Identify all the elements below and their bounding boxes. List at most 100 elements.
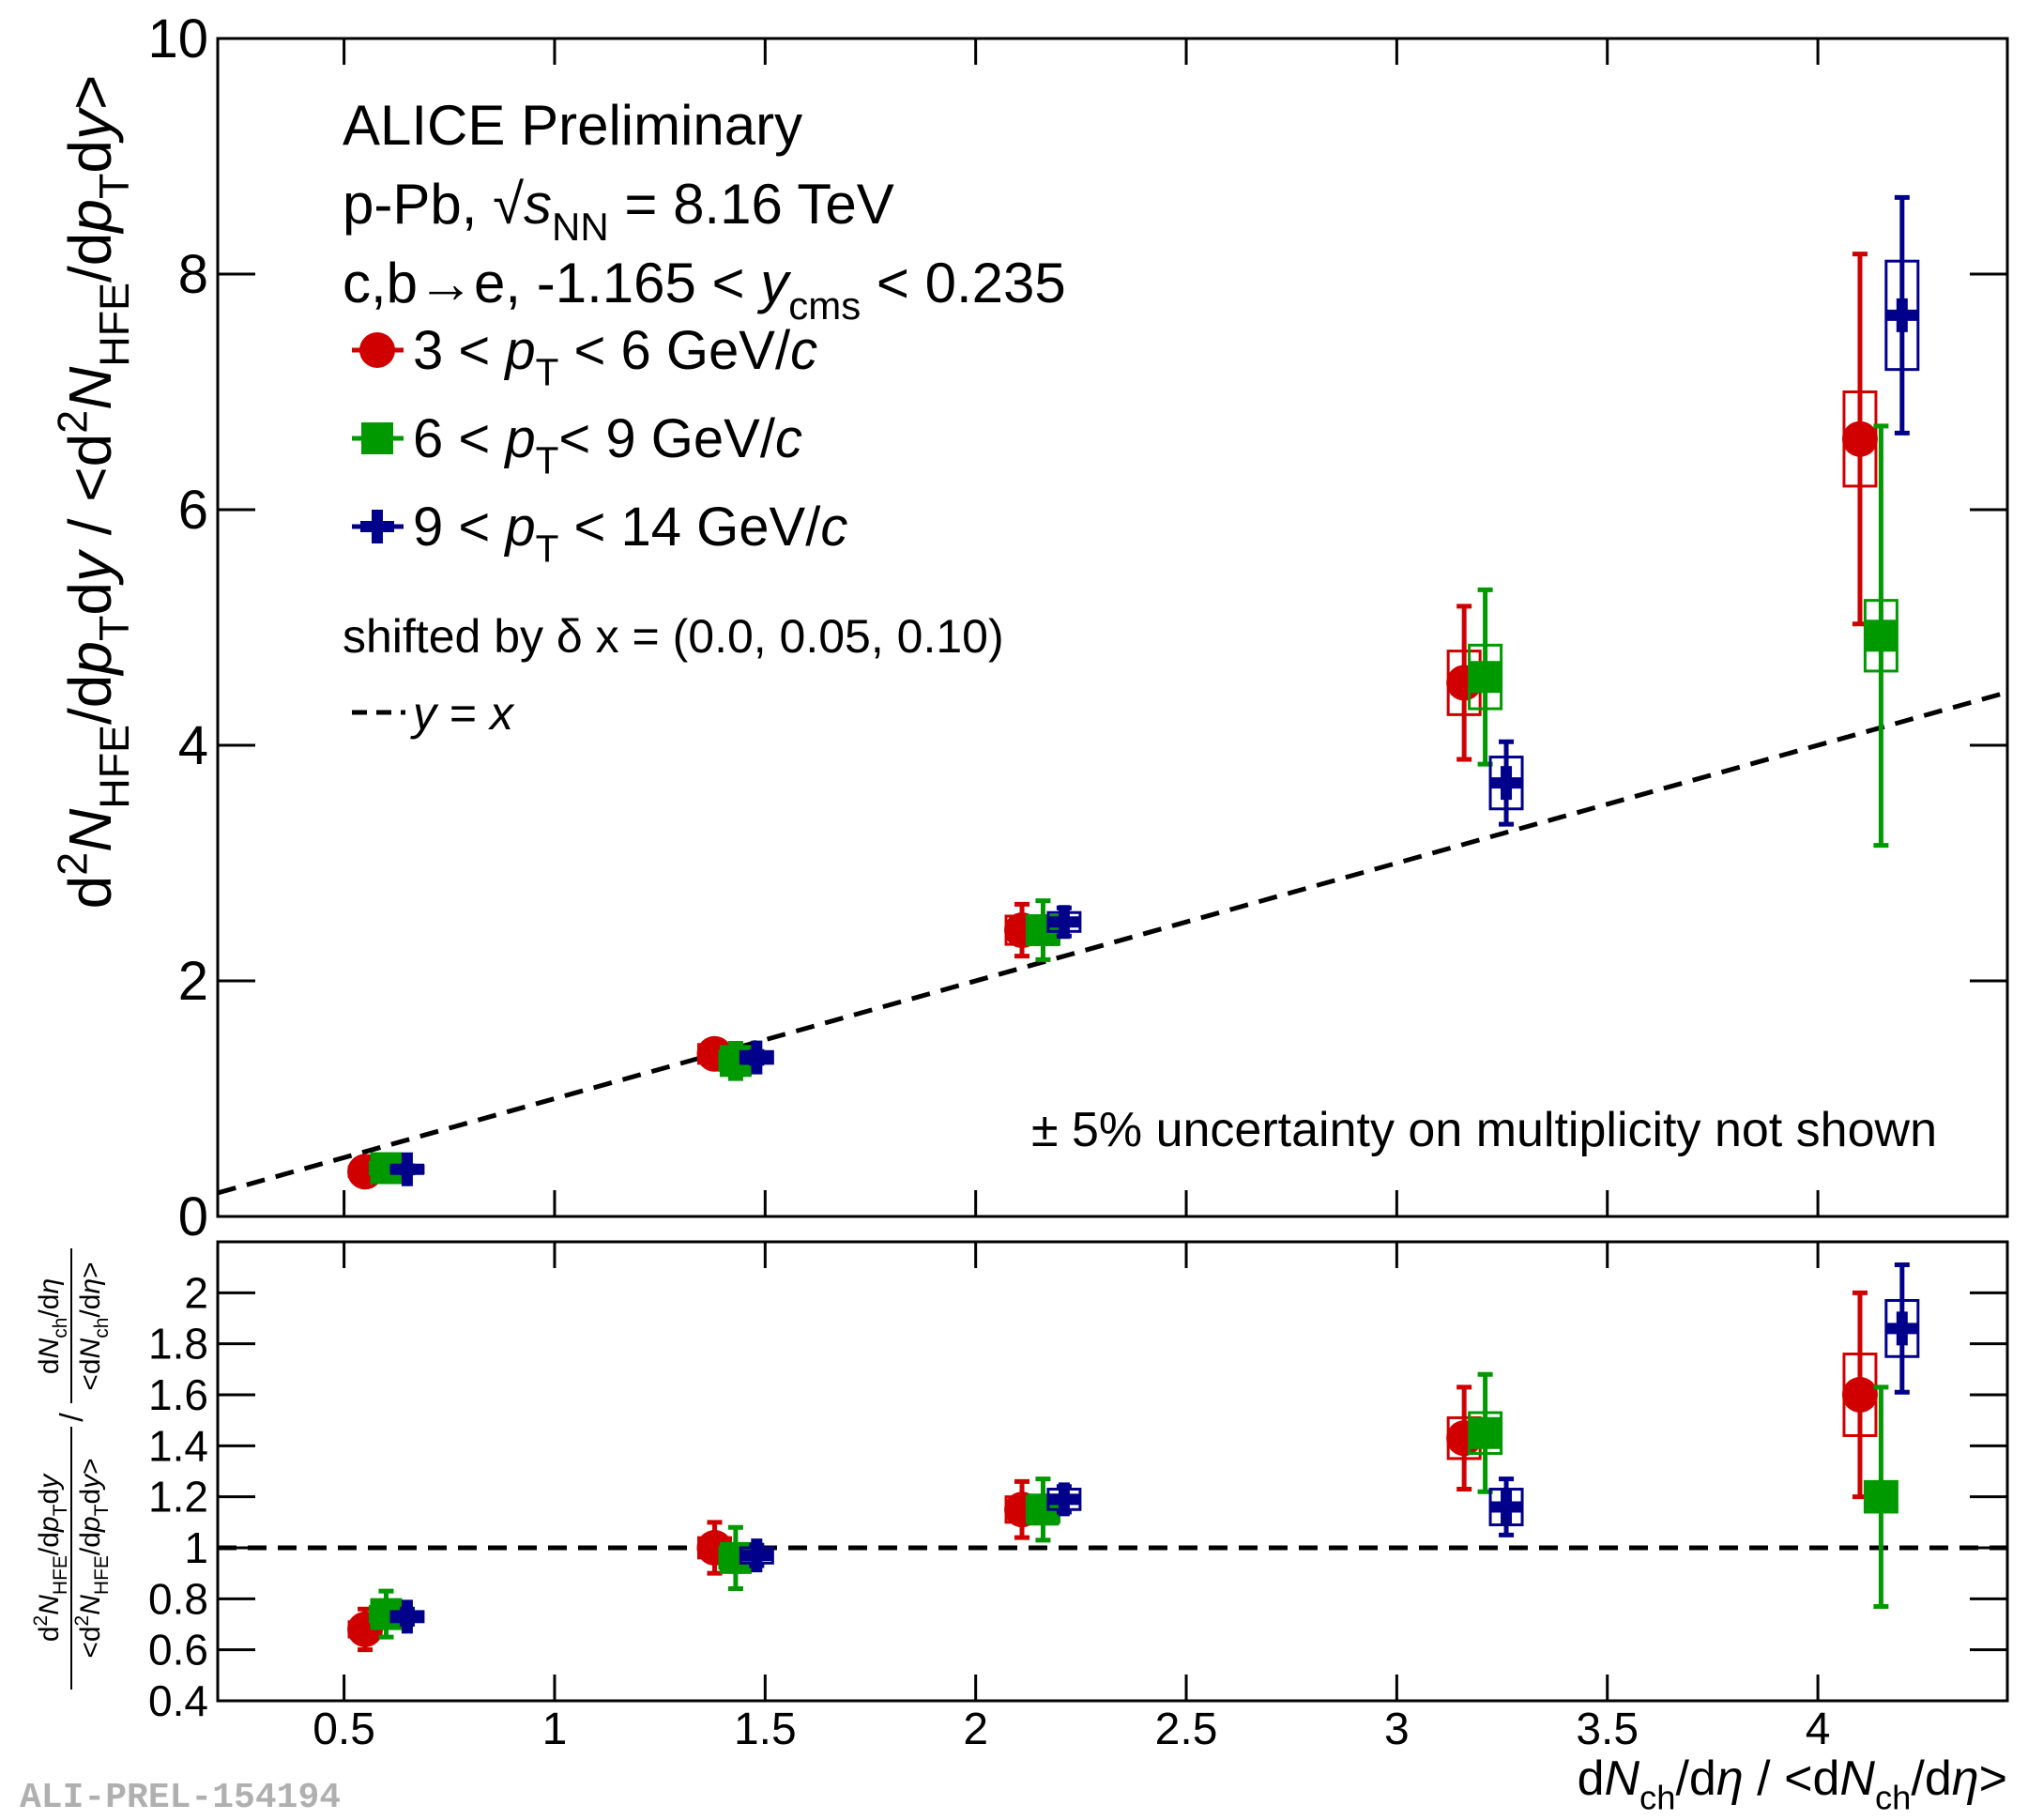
panel: 0.5 1 1.5 2 2.5 3 3.5 40.40.60.811.21.41.61.82d… (30, 1240, 2009, 1817)
y-tick-label: 0.8 (148, 1574, 208, 1623)
annotation: p-Pb, √sNN = 8.16 TeV (343, 173, 894, 249)
y-axis-label: d2NHFE/dpTdy / <d2NHFE/dpTdy> (49, 75, 138, 910)
text-piece: c,b→e, -1.165 < (343, 252, 760, 314)
text-piece: N (75, 1338, 106, 1358)
text-piece: / (54, 1413, 90, 1422)
y-tick-label: 1.8 (148, 1320, 208, 1369)
text-piece: 6 < (413, 408, 505, 469)
text-piece: T (536, 438, 559, 482)
text-piece: <d (75, 1358, 106, 1390)
text-piece: d (34, 1489, 65, 1505)
text-piece: d (56, 876, 124, 910)
text-piece: > (56, 75, 124, 110)
text-piece: N (1839, 1751, 1875, 1806)
text-piece: /d (56, 675, 124, 725)
y-tick-label: 10 (147, 8, 208, 69)
text-piece: > (1979, 1751, 2007, 1806)
text-piece: < 6 GeV/ (558, 320, 791, 381)
text-piece: s (524, 173, 552, 236)
point (389, 1152, 424, 1186)
point (1841, 1377, 1878, 1413)
reference-line (217, 690, 2008, 1196)
text-piece: ± 5% uncertainty on multiplicity not sho… (1031, 1103, 1937, 1157)
text-piece: <d (75, 1626, 106, 1658)
text-piece: N (1604, 1751, 1639, 1806)
text-piece: HFE (50, 1555, 71, 1595)
text-piece: HFE (91, 1555, 113, 1595)
x-tick-label: 1.5 (734, 1705, 797, 1754)
text-piece: y (756, 252, 792, 314)
legend-label: 6 < pT< 9 GeV/c (413, 408, 802, 482)
text-piece: y (56, 106, 124, 144)
y-tick-label: 4 (178, 715, 208, 776)
text-piece: T (536, 527, 559, 570)
text-piece: 9 < (413, 497, 505, 558)
point (1865, 619, 1898, 652)
y-label-part: <dNch/dη> (75, 1262, 113, 1390)
y-label-part: <d2NHFE/dpTdy> (71, 1458, 113, 1658)
text-piece: N (34, 1338, 65, 1358)
text-piece: p (56, 641, 124, 677)
text-piece: /d (1675, 1751, 1715, 1806)
point (1489, 766, 1524, 801)
text-piece: < 0.235 (861, 252, 1066, 314)
x-tick-label: 2 (963, 1705, 988, 1754)
y-tick-label: 2 (184, 1268, 208, 1317)
text-piece: d (34, 1358, 65, 1374)
plot-frame (216, 1240, 2009, 1703)
text-piece: c (790, 320, 817, 381)
y-tick-label: 1.6 (148, 1370, 208, 1419)
text-piece: ch (1639, 1779, 1675, 1817)
text-piece: > (75, 1458, 106, 1475)
point (740, 1538, 774, 1573)
text-piece: NN (552, 205, 609, 249)
text-piece: p (34, 1516, 65, 1533)
point (740, 1040, 774, 1075)
y-tick-label: 0.6 (148, 1626, 208, 1675)
y-tick-label: 0 (178, 1186, 208, 1247)
point (1469, 661, 1502, 694)
plot-frame (216, 37, 2009, 1218)
legend-label: 3 < pT < 6 GeV/c (413, 320, 817, 393)
text-piece: / <d (56, 434, 124, 552)
text-piece: y (75, 1473, 106, 1491)
text-piece: T (50, 1504, 71, 1516)
point (1865, 1480, 1898, 1513)
text-piece: = 8.16 TeV (609, 173, 894, 236)
text-piece: / <d (1744, 1751, 1840, 1806)
y-tick-label: 2 (178, 951, 208, 1012)
text-piece: cms (788, 283, 861, 328)
text-piece: shifted by δ x = (0.0, 0.05, 0.10) (343, 610, 1004, 663)
point (1046, 905, 1081, 940)
annotation: ALICE Preliminary (343, 94, 802, 157)
y-tick-label: 6 (178, 480, 208, 541)
text-piece: c (820, 497, 847, 558)
point (389, 1599, 424, 1634)
text-piece: c (775, 408, 802, 469)
text-piece: N (56, 808, 124, 852)
y-tick-label: 1.4 (148, 1421, 208, 1470)
x-tick-label: 1 (542, 1705, 568, 1754)
point (1489, 1490, 1524, 1524)
text-piece: d (1578, 1751, 1605, 1806)
text-piece: p (503, 497, 535, 558)
text-piece: 2 (49, 410, 96, 434)
legend-label: y = x (410, 687, 515, 740)
text-piece: /d (56, 233, 124, 283)
text-piece: p (503, 408, 535, 469)
text-piece: η (1952, 1751, 1979, 1806)
x-tick-label: 4 (1806, 1705, 1831, 1754)
text-piece: < 9 GeV/ (558, 408, 775, 469)
text-piece: T (91, 1504, 113, 1516)
text-piece: = (436, 687, 490, 740)
text-piece: /d (34, 1294, 65, 1318)
point (1469, 1416, 1502, 1449)
watermark: ALI-PREL-154194 (20, 1778, 341, 1818)
text-piece: N (56, 366, 124, 410)
text-piece: d (75, 1489, 106, 1505)
text-piece: N (34, 1595, 65, 1615)
text-piece: N (75, 1595, 106, 1615)
y-label-part: dNch/dη (34, 1278, 71, 1374)
